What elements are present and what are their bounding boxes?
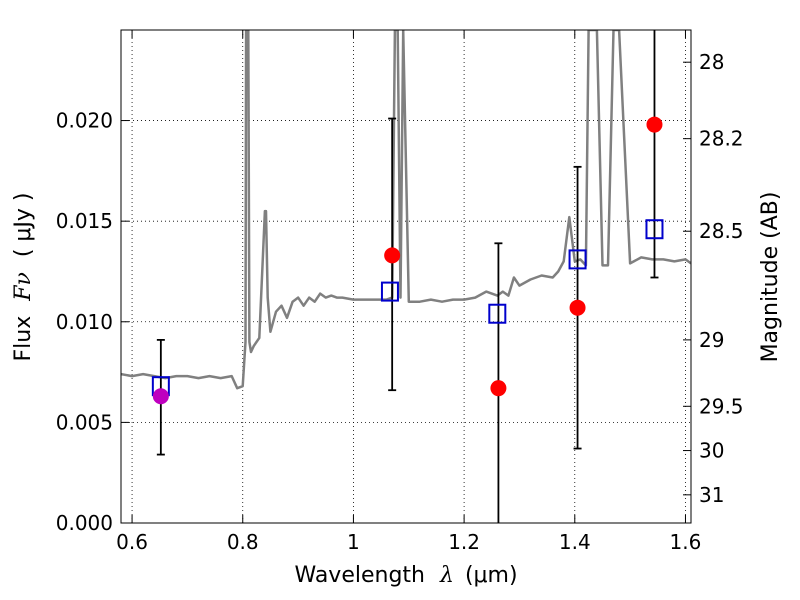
y-tick-label: 0.010 xyxy=(56,310,113,334)
model-spectrum-layer xyxy=(121,30,691,390)
x-tick-label: 0.8 xyxy=(227,530,259,554)
x-tick-label: 1 xyxy=(347,530,360,554)
y2-tick-label: 31 xyxy=(699,483,724,507)
model-band-marker xyxy=(568,249,587,270)
y-axis-ticks: 0.000 0.005 0.010 0.015 0.020 xyxy=(56,109,129,535)
y2-tick-label: 30 xyxy=(699,439,724,463)
y2-tick-label: 29.5 xyxy=(699,394,744,418)
observed-flux-point xyxy=(384,247,401,264)
x-axis-label-symbol: λ xyxy=(439,563,454,588)
observed-flux-point xyxy=(152,388,169,405)
x-axis-label-unit: (μm) xyxy=(465,563,518,588)
y2-tick-label: 28.5 xyxy=(699,219,744,243)
x-tick-label: 0.6 xyxy=(116,530,148,554)
y2-axis-ticks: 28 28.2 28.5 29 29.5 30 31 xyxy=(683,50,744,507)
observed-flux-point xyxy=(646,116,663,133)
x-axis-ticks: 0.6 0.8 1 1.2 1.4 1.6 xyxy=(116,30,701,554)
observed-flux-point xyxy=(490,380,507,397)
y-axis-label-text: Flux xyxy=(11,316,36,362)
x-axis-label: Wavelength λ (μm) xyxy=(294,563,517,588)
x-tick-label: 1.2 xyxy=(448,530,480,554)
y-axis-label-unit: ( μJy ) xyxy=(11,192,36,257)
y2-tick-label: 28.2 xyxy=(699,127,744,151)
y-tick-label: 0.000 xyxy=(56,511,113,535)
y-axis-label-symbol: Fν xyxy=(11,272,36,302)
model-spectrum-line xyxy=(121,30,691,390)
y2-tick-label: 29 xyxy=(699,328,724,352)
model-band-marker xyxy=(645,219,664,240)
plot-frame xyxy=(120,29,692,524)
y2-axis-label: Magnitude (AB) xyxy=(758,192,783,363)
model-band-marker xyxy=(488,303,507,324)
observed-flux-point xyxy=(569,299,586,316)
x-axis-label-text: Wavelength xyxy=(294,563,425,588)
y2-tick-label: 28 xyxy=(699,50,724,74)
x-tick-label: 1.6 xyxy=(670,530,702,554)
y-tick-label: 0.015 xyxy=(56,209,113,233)
y-axis-label: Flux Fν ( μJy ) xyxy=(11,192,36,361)
plot-background xyxy=(121,30,691,523)
model-band-marker xyxy=(380,281,399,302)
x-tick-label: 1.4 xyxy=(559,530,591,554)
marker-layer xyxy=(151,116,664,405)
y-tick-label: 0.005 xyxy=(56,410,113,434)
y-tick-label: 0.020 xyxy=(56,109,113,133)
